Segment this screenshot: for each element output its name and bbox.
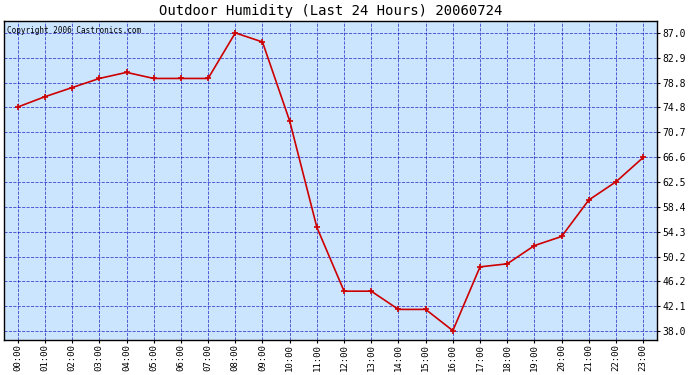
- Text: Copyright 2006 Castronics.com: Copyright 2006 Castronics.com: [8, 26, 141, 34]
- Title: Outdoor Humidity (Last 24 Hours) 20060724: Outdoor Humidity (Last 24 Hours) 2006072…: [159, 4, 502, 18]
